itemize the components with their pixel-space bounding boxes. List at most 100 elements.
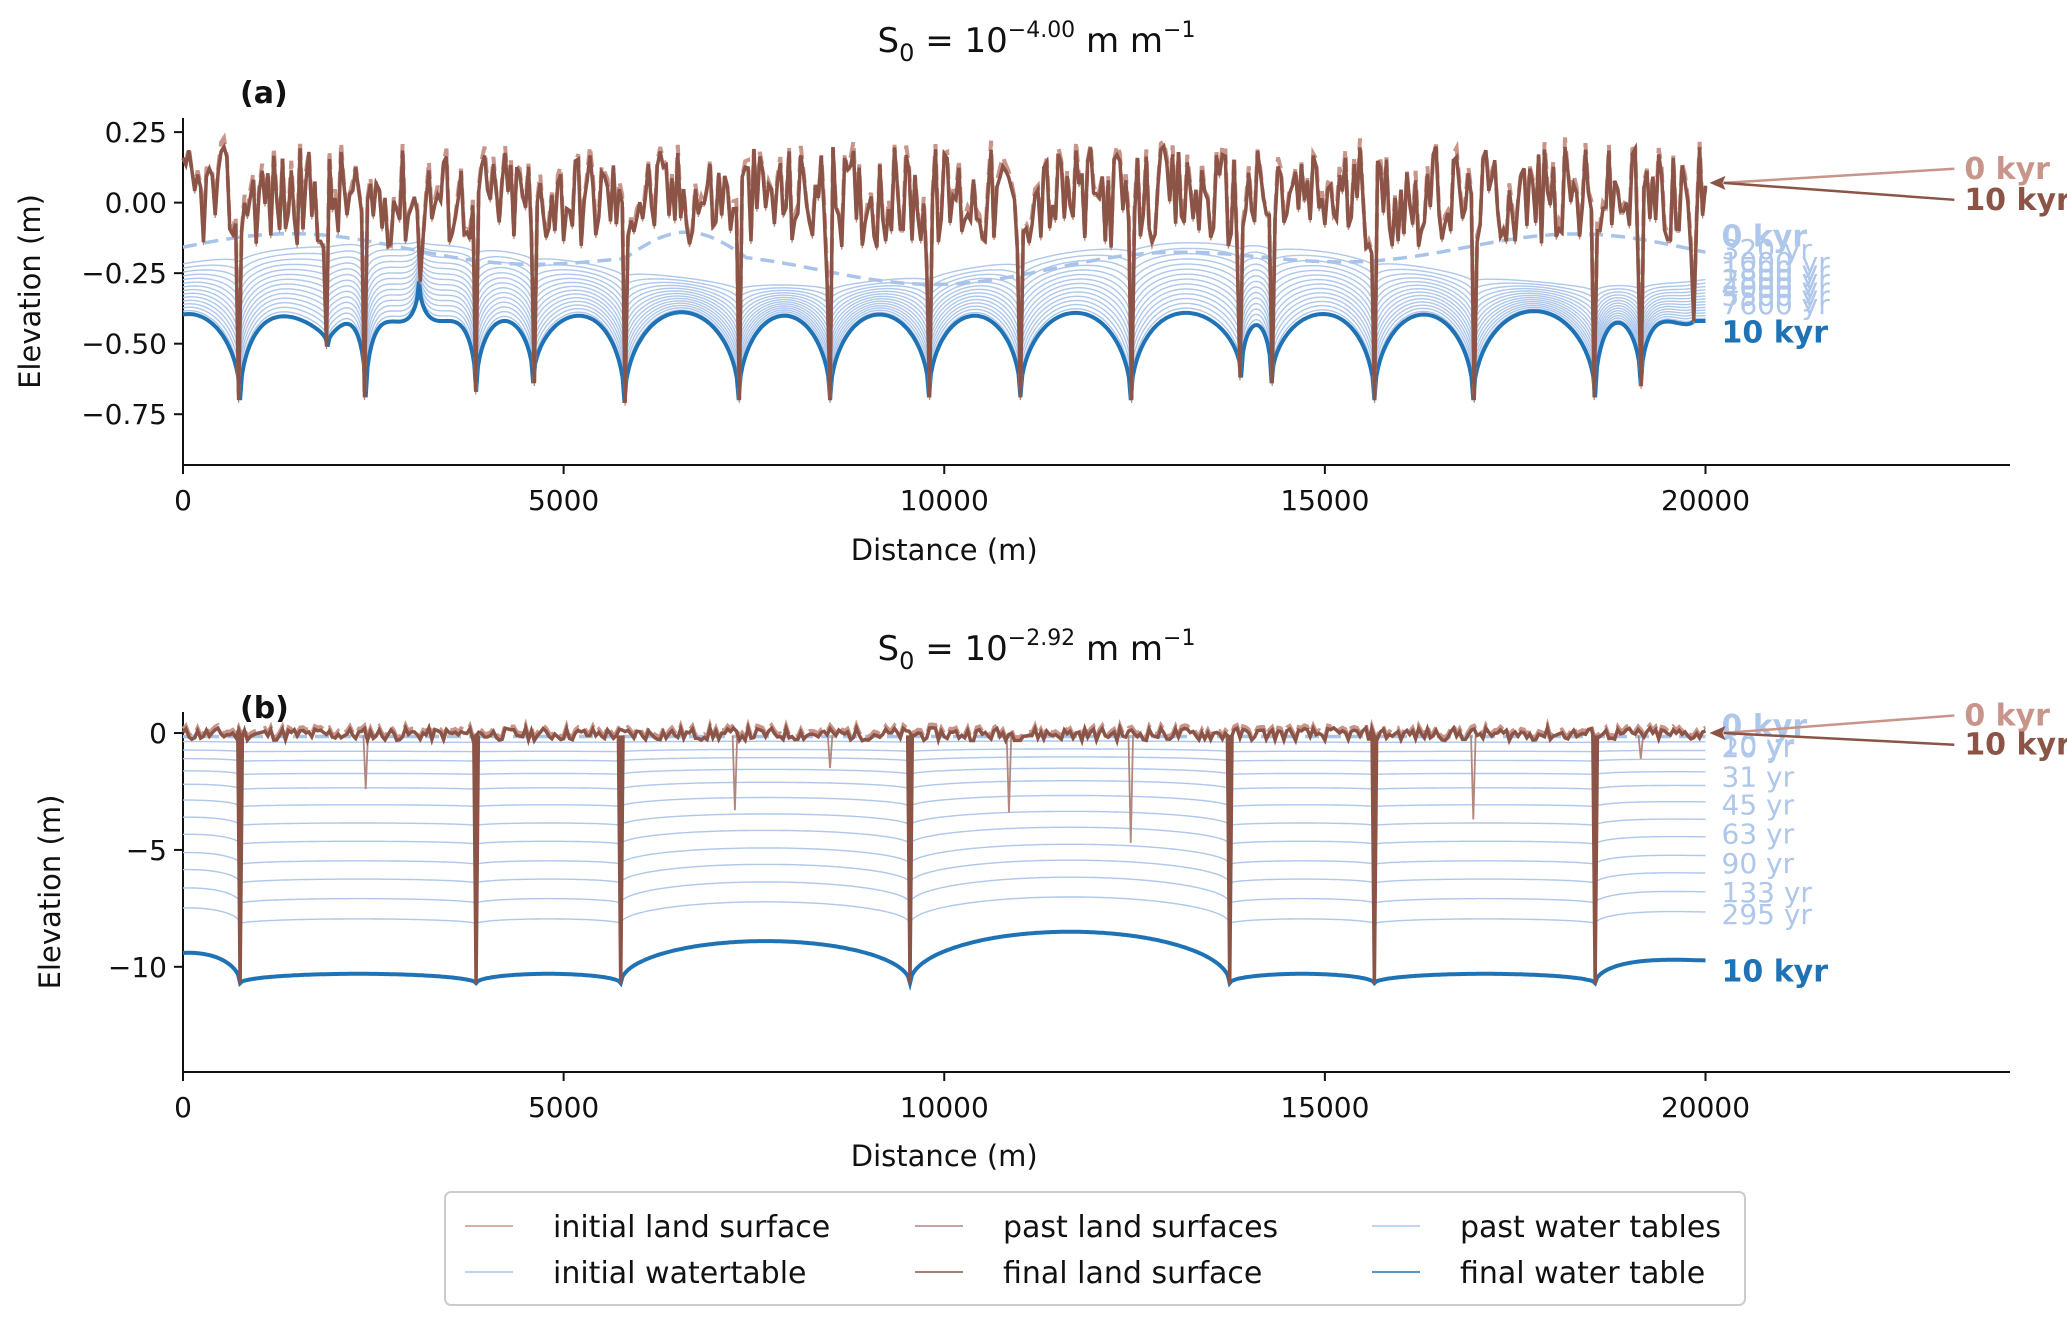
chart-title: S0 = 10−2.92 m m−1	[878, 626, 1196, 675]
x-tick-label: 0	[174, 1091, 192, 1124]
water-table-time-label: 1000 yr	[1722, 246, 1831, 279]
past-water-table-line	[182, 267, 1706, 365]
past-land-surface-line	[731, 735, 739, 811]
chart-title-part: −1	[1163, 18, 1195, 43]
past-land-surface-line	[362, 735, 369, 790]
chart-title-part: S	[878, 21, 900, 61]
chart-title-part: m m	[1075, 21, 1163, 61]
past-water-table-line	[182, 250, 1706, 327]
chart-title-part: m m	[1075, 629, 1163, 669]
y-tick-label: 0	[149, 717, 167, 750]
y-tick-label: −0.75	[81, 398, 167, 431]
legend-label: initial land surface	[553, 1210, 830, 1245]
panel-label: (a)	[240, 76, 288, 111]
past-water-table-line	[183, 896, 1706, 926]
x-tick-label: 15000	[1280, 484, 1369, 517]
y-axis-label: Elevation (m)	[33, 795, 67, 990]
x-axis-label: Distance (m)	[851, 1139, 1038, 1173]
past-land-surface-line	[1637, 735, 1644, 759]
land-surface-time-label: 10 kyr	[1964, 183, 2067, 218]
land-channel	[1591, 735, 1600, 985]
y-axis-label: Elevation (m)	[13, 194, 47, 389]
past-water-table-line	[182, 270, 1706, 372]
past-water-table-line	[182, 264, 1706, 357]
water-table-time-label: 1800 yr	[1722, 254, 1831, 287]
water-table-time-label: 7600 yr	[1722, 288, 1831, 321]
water-table-time-label: 10 kyr	[1722, 954, 1829, 989]
chart-title-part: −1	[1163, 626, 1195, 651]
past-water-table-line	[183, 876, 1706, 905]
past-water-tables	[182, 239, 1706, 395]
land-label-arrow	[1723, 714, 1955, 735]
final-water-table	[182, 281, 1706, 404]
y-tick-label: −10	[108, 951, 167, 984]
past-water-table-line	[183, 780, 1706, 791]
legend-label: initial watertable	[553, 1256, 807, 1291]
past-water-table-line	[182, 273, 1706, 379]
legend-label: final land surface	[1003, 1256, 1262, 1291]
land-label-arrowhead	[1709, 726, 1726, 741]
panel-b: S0 = 10−2.92 m m−1(b)0 5000 10000 15000 2000…	[33, 626, 2067, 1173]
final-land-surface	[181, 721, 1707, 747]
past-water-table-line	[183, 794, 1706, 808]
past-water-table-line	[182, 261, 1706, 350]
past-water-table-line	[182, 239, 1706, 294]
final-water-table	[183, 929, 1706, 992]
land-surface-time-label: 0 kyr	[1964, 699, 2050, 734]
land-label-arrowhead	[1709, 175, 1726, 190]
past-water-table-line	[183, 748, 1706, 753]
past-land-surfaces	[362, 735, 1644, 843]
past-water-table-line	[183, 826, 1706, 846]
chart-title-part: 0	[899, 647, 914, 675]
water-table-time-label: 63 yr	[1722, 818, 1795, 851]
y-tick-label: −0.50	[81, 328, 167, 361]
water-table-time-label: 295 yr	[1722, 898, 1813, 931]
past-land-surface-line	[1005, 735, 1013, 813]
past-water-tables	[183, 740, 1706, 926]
water-table-time-label: 0 kyr	[1722, 219, 1808, 254]
past-water-table-line	[183, 740, 1706, 744]
past-water-table-line	[183, 756, 1706, 762]
past-water-table-line	[183, 767, 1706, 776]
land-label-arrow	[1723, 181, 1955, 202]
land-channel	[1370, 735, 1379, 985]
x-tick-label: 5000	[528, 1091, 599, 1124]
y-tick-label: 0.00	[105, 187, 167, 220]
chart-title-part: 0	[899, 39, 914, 67]
past-water-table-line	[182, 247, 1706, 321]
chart-title-part: = 10	[914, 629, 1007, 669]
chart-title-part: = 10	[914, 21, 1007, 61]
past-water-table-line	[182, 275, 1706, 387]
final-land-surface	[181, 142, 1708, 403]
chart-title-part: S	[878, 629, 900, 669]
y-tick-label: 0.25	[105, 116, 167, 149]
past-water-table-line	[182, 278, 1706, 395]
land-channel	[1225, 735, 1234, 985]
past-water-table-line	[183, 843, 1706, 866]
water-table-time-label: 5500 yr	[1722, 280, 1831, 313]
land-channel	[616, 735, 625, 985]
y-tick-label: −5	[126, 834, 167, 867]
land-label-arrow	[1723, 167, 1955, 185]
water-table-time-label: 90 yr	[1722, 847, 1795, 880]
land-channel	[236, 735, 245, 985]
chart-title: S0 = 10−4.00 m m−1	[878, 18, 1196, 67]
past-land-surface-line	[826, 735, 834, 769]
legend-label: final water table	[1460, 1256, 1705, 1291]
land-channel	[905, 735, 915, 985]
land-surface-time-label: 10 kyr	[1964, 728, 2067, 763]
x-tick-label: 15000	[1280, 1091, 1369, 1124]
x-tick-label: 10000	[900, 1091, 989, 1124]
past-water-table-line	[183, 859, 1706, 885]
past-water-table-line	[182, 255, 1706, 335]
legend-label: past land surfaces	[1003, 1210, 1278, 1245]
chart-title-part: −4.00	[1008, 18, 1075, 43]
past-land-surface-line	[1127, 735, 1134, 843]
water-table-time-label: 320 yr	[1722, 233, 1813, 266]
x-tick-label: 10000	[900, 484, 989, 517]
initial-water-table	[182, 230, 1706, 287]
panel-a: S0 = 10−4.00 m m−1(a)0 5000 10000 15000 2000…	[13, 18, 2067, 567]
land-channel	[472, 735, 481, 985]
panel-label: (b)	[240, 691, 289, 726]
water-table-time-label: 2800 yr	[1722, 263, 1831, 296]
